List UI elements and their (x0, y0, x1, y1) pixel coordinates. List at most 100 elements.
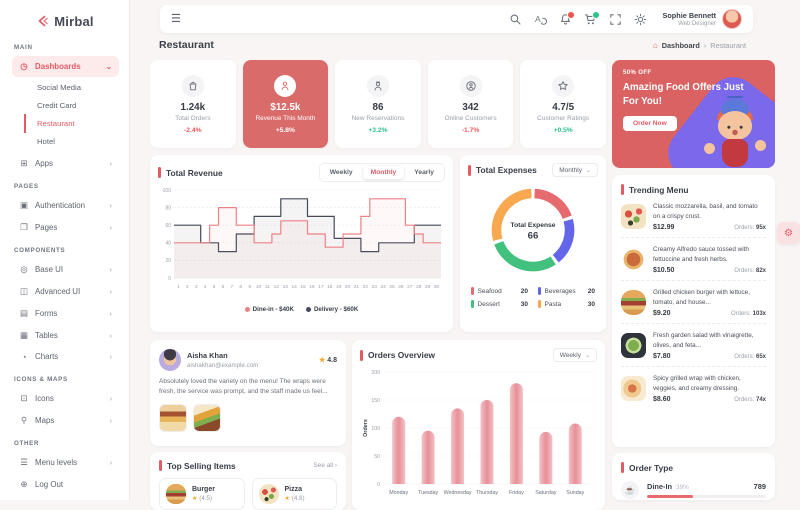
legend-color-bar (471, 287, 474, 295)
chevron-right-icon: › (109, 415, 113, 425)
svg-text:9: 9 (248, 284, 251, 290)
chevron-right-icon: › (109, 158, 113, 168)
legend-percent: 30 (520, 300, 528, 308)
svg-text:150: 150 (371, 398, 380, 404)
sidebar-item[interactable]: ☰ Menu levels › (12, 452, 119, 473)
avatar (722, 9, 742, 29)
stat-value: 342 (462, 101, 479, 113)
svg-text:13: 13 (283, 284, 289, 290)
sidebar-item[interactable]: ▣ Authentication › (12, 195, 119, 216)
sidebar-item[interactable]: ◔ Charts › (12, 347, 119, 367)
review-photo-sandwich[interactable] (159, 404, 187, 433)
revenue-icon (274, 74, 297, 97)
logo-text: Mirbal (54, 13, 94, 29)
svg-text:25: 25 (389, 284, 395, 290)
top-selling-items-card: Top Selling Items See all › Burger ★ (4.… (150, 452, 346, 510)
sidebar-subitem[interactable]: Restaurant (24, 114, 119, 132)
nav-item-icon: ▦ (19, 329, 29, 340)
promo-headline: Amazing Food Offers Just For You! (623, 82, 744, 107)
total-revenue-card: Total Revenue Weekly Monthly Yearly 0 20 4… (150, 155, 453, 332)
hamburger-menu-icon[interactable]: ☰ (171, 12, 181, 25)
expense-legend-item: Beverages 20 (538, 287, 595, 295)
sidebar-subitem[interactable]: Hotel (37, 137, 55, 147)
nav-section-icons-maps: ICONS & MAPS (14, 375, 68, 383)
orders-period-select[interactable]: Weekly ⌄ (552, 348, 597, 362)
svg-text:17: 17 (318, 284, 324, 290)
sidebar-item-apps[interactable]: ⊞ Apps › (12, 153, 119, 174)
chevron-right-icon: › (109, 352, 113, 361)
dish-description: Fresh garden salad with vinaigrette, oli… (653, 332, 754, 349)
dish-description: Spicy grilled wrap with chicken, veggies… (653, 375, 741, 392)
sidebar-item[interactable]: ◎ Base UI › (12, 259, 119, 280)
stat-label: Online Customers (444, 114, 497, 122)
sidebar-item[interactable]: ⊡ Icons › (12, 388, 119, 409)
trending-menu-item[interactable]: Creamy Alfredo sauce tossed with fettucc… (621, 238, 766, 282)
svg-text:100: 100 (163, 188, 172, 194)
logo[interactable]: Mirbal (0, 9, 129, 33)
sidebar-subitem[interactable]: Social Media (37, 82, 82, 92)
svg-text:Sunday: Sunday (566, 490, 584, 496)
sidebar-item[interactable]: ▤ Forms › (12, 303, 119, 324)
search-icon[interactable] (509, 13, 522, 26)
svg-text:29: 29 (425, 284, 431, 290)
expenses-legend: Seafood 20 Beverages 20 Dessert 30 Pasta… (468, 287, 598, 308)
expense-legend-item: Dessert 30 (471, 300, 528, 308)
cart-badge (592, 10, 601, 19)
dish-price: $8.60 (653, 396, 671, 404)
sidebar-item[interactable]: ⊕ Log Out (12, 474, 119, 495)
other-list: ☰ Menu levels › ⊕ Log Out (12, 452, 119, 495)
see-all-link[interactable]: See all › (313, 462, 337, 469)
home-icon[interactable]: ⌂ (652, 41, 658, 50)
theme-sun-icon[interactable] (634, 13, 647, 26)
trending-menu-title: Trending Menu (629, 184, 689, 195)
profile-meta: Sophie Bennett Web Designer (662, 11, 716, 27)
orders-bag-icon (181, 74, 204, 97)
review-photo-sandwich[interactable] (193, 404, 221, 433)
svg-text:60: 60 (165, 223, 171, 229)
trending-menu-item[interactable]: Fresh garden salad with vinaigrette, oli… (621, 324, 766, 368)
chevron-down-icon: ⌄ (584, 352, 590, 359)
trending-menu-item[interactable]: Grilled chicken burger with lettuce, tom… (621, 281, 766, 325)
cart-icon[interactable] (584, 10, 601, 26)
svg-text:5: 5 (213, 284, 216, 290)
translate-icon[interactable]: A (534, 13, 548, 26)
svg-text:11: 11 (265, 284, 270, 290)
profile-menu[interactable]: Sophie Bennett Web Designer (662, 9, 742, 29)
sidebar-subitem[interactable]: Credit Card (37, 100, 77, 110)
pages-list: ▣ Authentication › ❐ Pages › (12, 195, 119, 238)
dashboards-submenu: Social Media Credit Card Restaurant Hote… (24, 78, 119, 151)
dish-price: $12.99 (653, 224, 675, 232)
tab-weekly[interactable]: Weekly (329, 169, 353, 176)
fullscreen-icon[interactable] (609, 13, 622, 26)
top-selling-item-pizza[interactable]: Pizza ★ (4.8) (251, 478, 337, 510)
legend-label: Seafood (477, 287, 502, 295)
tab-monthly[interactable]: Monthly (363, 166, 405, 179)
notifications-bell-icon[interactable] (559, 10, 576, 26)
dish-orders: Orders: 65x (734, 354, 766, 361)
sidebar-item[interactable]: ❐ Pages › (12, 217, 119, 238)
breadcrumb-dashboard[interactable]: Dashboard (661, 41, 700, 50)
reviewer-email: aishakhan@example.com (187, 361, 259, 369)
sidebar-item[interactable]: ◫ Advanced UI › (12, 281, 119, 302)
svg-text:200: 200 (371, 370, 380, 376)
top-bar: ☰ A Sophie Ben (160, 5, 753, 33)
trending-menu-item[interactable]: Spicy grilled wrap with chicken, veggies… (621, 367, 766, 409)
sidebar-item-dashboards[interactable]: ◷ Dashboards ⌄ (12, 56, 119, 77)
order-now-button[interactable]: Order Now (623, 116, 677, 132)
item-name: Burger (192, 486, 215, 493)
settings-gear-button[interactable]: ⚙ (777, 222, 800, 244)
expenses-period-select[interactable]: Monthly ⌄ (552, 163, 598, 177)
svg-text:Monday: Monday (389, 490, 408, 496)
svg-text:15: 15 (300, 284, 306, 290)
svg-text:Orders: Orders (363, 419, 369, 437)
legend-percent: 30 (587, 300, 595, 308)
total-revenue-title: Total Revenue (166, 167, 223, 178)
chevron-right-icon: › (109, 330, 113, 340)
tab-yearly[interactable]: Yearly (414, 169, 434, 176)
dish-thumbnail (621, 333, 646, 359)
trending-menu-item[interactable]: Classic mozzarella, basil, and tomato on… (621, 195, 766, 239)
top-selling-item-burger[interactable]: Burger ★ (4.5) (159, 478, 245, 510)
legend-dine-in: Dine-in - $40K (244, 306, 294, 313)
sidebar-item[interactable]: ▦ Tables › (12, 325, 119, 346)
sidebar-item[interactable]: ⚲ Maps › (12, 410, 119, 431)
